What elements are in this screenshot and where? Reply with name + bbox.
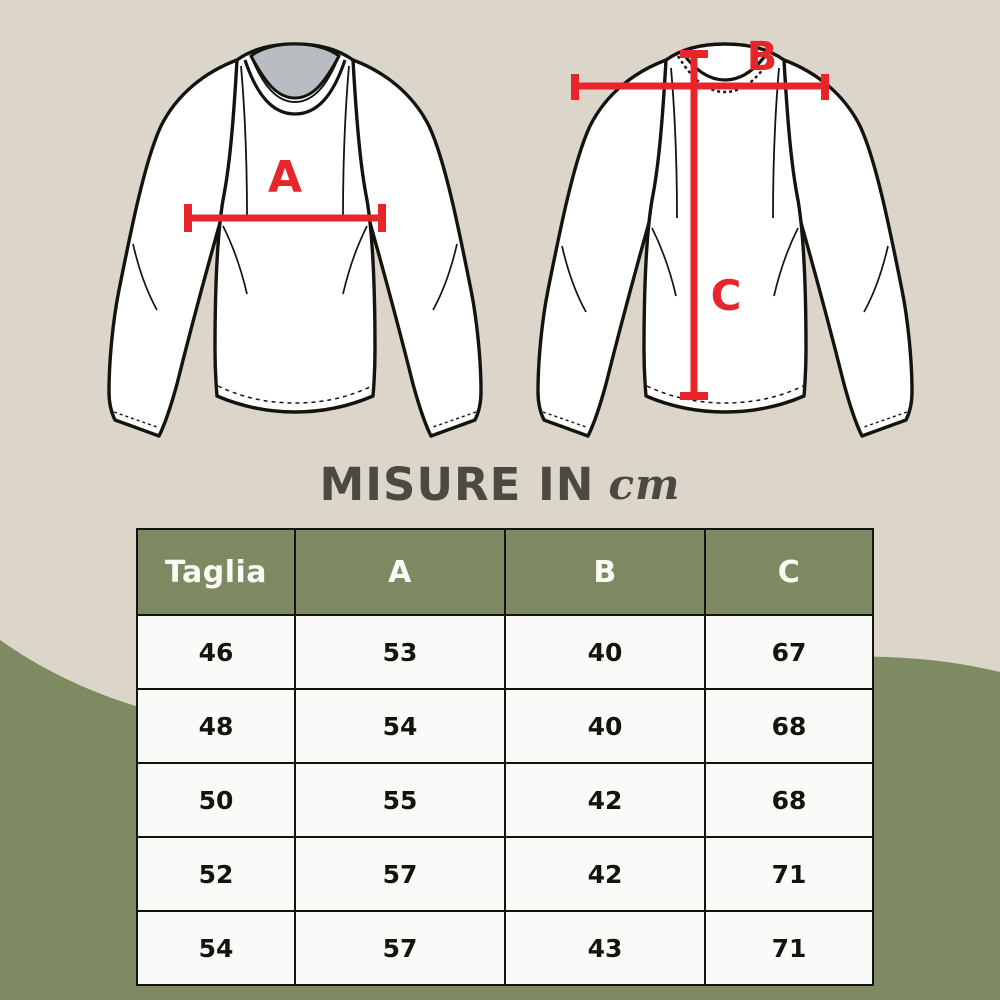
- cell-c: 71: [704, 910, 874, 986]
- cell-b: 40: [504, 614, 706, 690]
- cell-a: 55: [294, 762, 506, 838]
- cell-a: 54: [294, 688, 506, 764]
- shirt-front-illustration: A: [107, 42, 483, 438]
- column-header-a: A: [294, 528, 506, 616]
- cell-size: 54: [136, 910, 296, 986]
- cell-b: 42: [504, 762, 706, 838]
- table-row: 50 55 42 68: [136, 762, 874, 838]
- table-row: 48 54 40 68: [136, 688, 874, 764]
- cell-a: 57: [294, 836, 506, 912]
- table-row: 46 53 40 67: [136, 614, 874, 690]
- column-header-c: C: [704, 528, 874, 616]
- column-header-taglia: Taglia: [136, 528, 296, 616]
- cell-b: 43: [504, 910, 706, 986]
- measure-label-c: C: [711, 271, 742, 320]
- cell-a: 57: [294, 910, 506, 986]
- measure-line-a: [184, 204, 386, 232]
- measure-line-c: [680, 50, 708, 400]
- measure-label-b: B: [747, 34, 778, 80]
- cell-size: 48: [136, 688, 296, 764]
- table-header-row: Taglia A B C: [136, 528, 874, 616]
- cell-c: 68: [704, 762, 874, 838]
- cell-size: 46: [136, 614, 296, 690]
- cell-size: 50: [136, 762, 296, 838]
- cell-a: 53: [294, 614, 506, 690]
- table-row: 52 57 42 71: [136, 836, 874, 912]
- title-main-text: MISURE IN: [319, 458, 595, 511]
- garment-illustrations: A: [0, 0, 1000, 455]
- cell-b: 42: [504, 836, 706, 912]
- cell-c: 71: [704, 836, 874, 912]
- cell-size: 52: [136, 836, 296, 912]
- shirt-back-illustration: B C: [536, 34, 914, 438]
- column-header-b: B: [504, 528, 706, 616]
- size-table: Taglia A B C 46 53 40 67 48 54 40 68 50 …: [136, 528, 874, 986]
- table-row: 54 57 43 71: [136, 910, 874, 986]
- title-unit-text: cm: [608, 460, 681, 509]
- chart-title: MISURE IN cm: [0, 458, 1000, 511]
- measure-line-b: [571, 74, 829, 100]
- measure-label-a: A: [268, 152, 302, 203]
- cell-c: 68: [704, 688, 874, 764]
- cell-c: 67: [704, 614, 874, 690]
- cell-b: 40: [504, 688, 706, 764]
